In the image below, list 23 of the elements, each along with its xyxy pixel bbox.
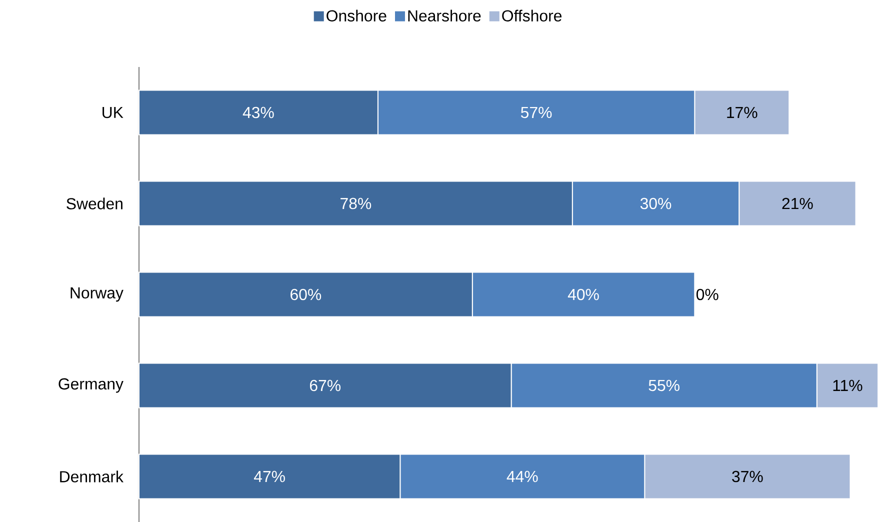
data-label: 0%: [696, 288, 718, 300]
y-tick-label: UK: [102, 106, 124, 118]
data-label: 37%: [732, 470, 763, 482]
data-label: 55%: [648, 380, 680, 392]
data-label: 47%: [254, 470, 285, 482]
legend-label: Nearshore: [408, 10, 481, 22]
data-label: 11%: [833, 380, 862, 392]
data-label: 67%: [310, 380, 341, 392]
data-label: 44%: [506, 470, 538, 482]
legend-label: Offshore: [502, 10, 562, 22]
y-tick-label: Germany: [58, 378, 124, 393]
data-label: 43%: [242, 106, 274, 118]
y-tick-label: Sweden: [66, 198, 122, 210]
data-label: 30%: [640, 198, 672, 210]
legend-label: Onshore: [326, 10, 386, 22]
data-label: 78%: [340, 198, 372, 210]
data-label: 17%: [727, 106, 758, 118]
data-label: 21%: [782, 198, 813, 210]
data-label: 57%: [520, 106, 552, 118]
data-label: 40%: [568, 288, 599, 300]
data-label: 60%: [290, 288, 322, 300]
y-tick-label: Norway: [70, 287, 124, 302]
y-tick-label: Denmark: [60, 470, 124, 482]
